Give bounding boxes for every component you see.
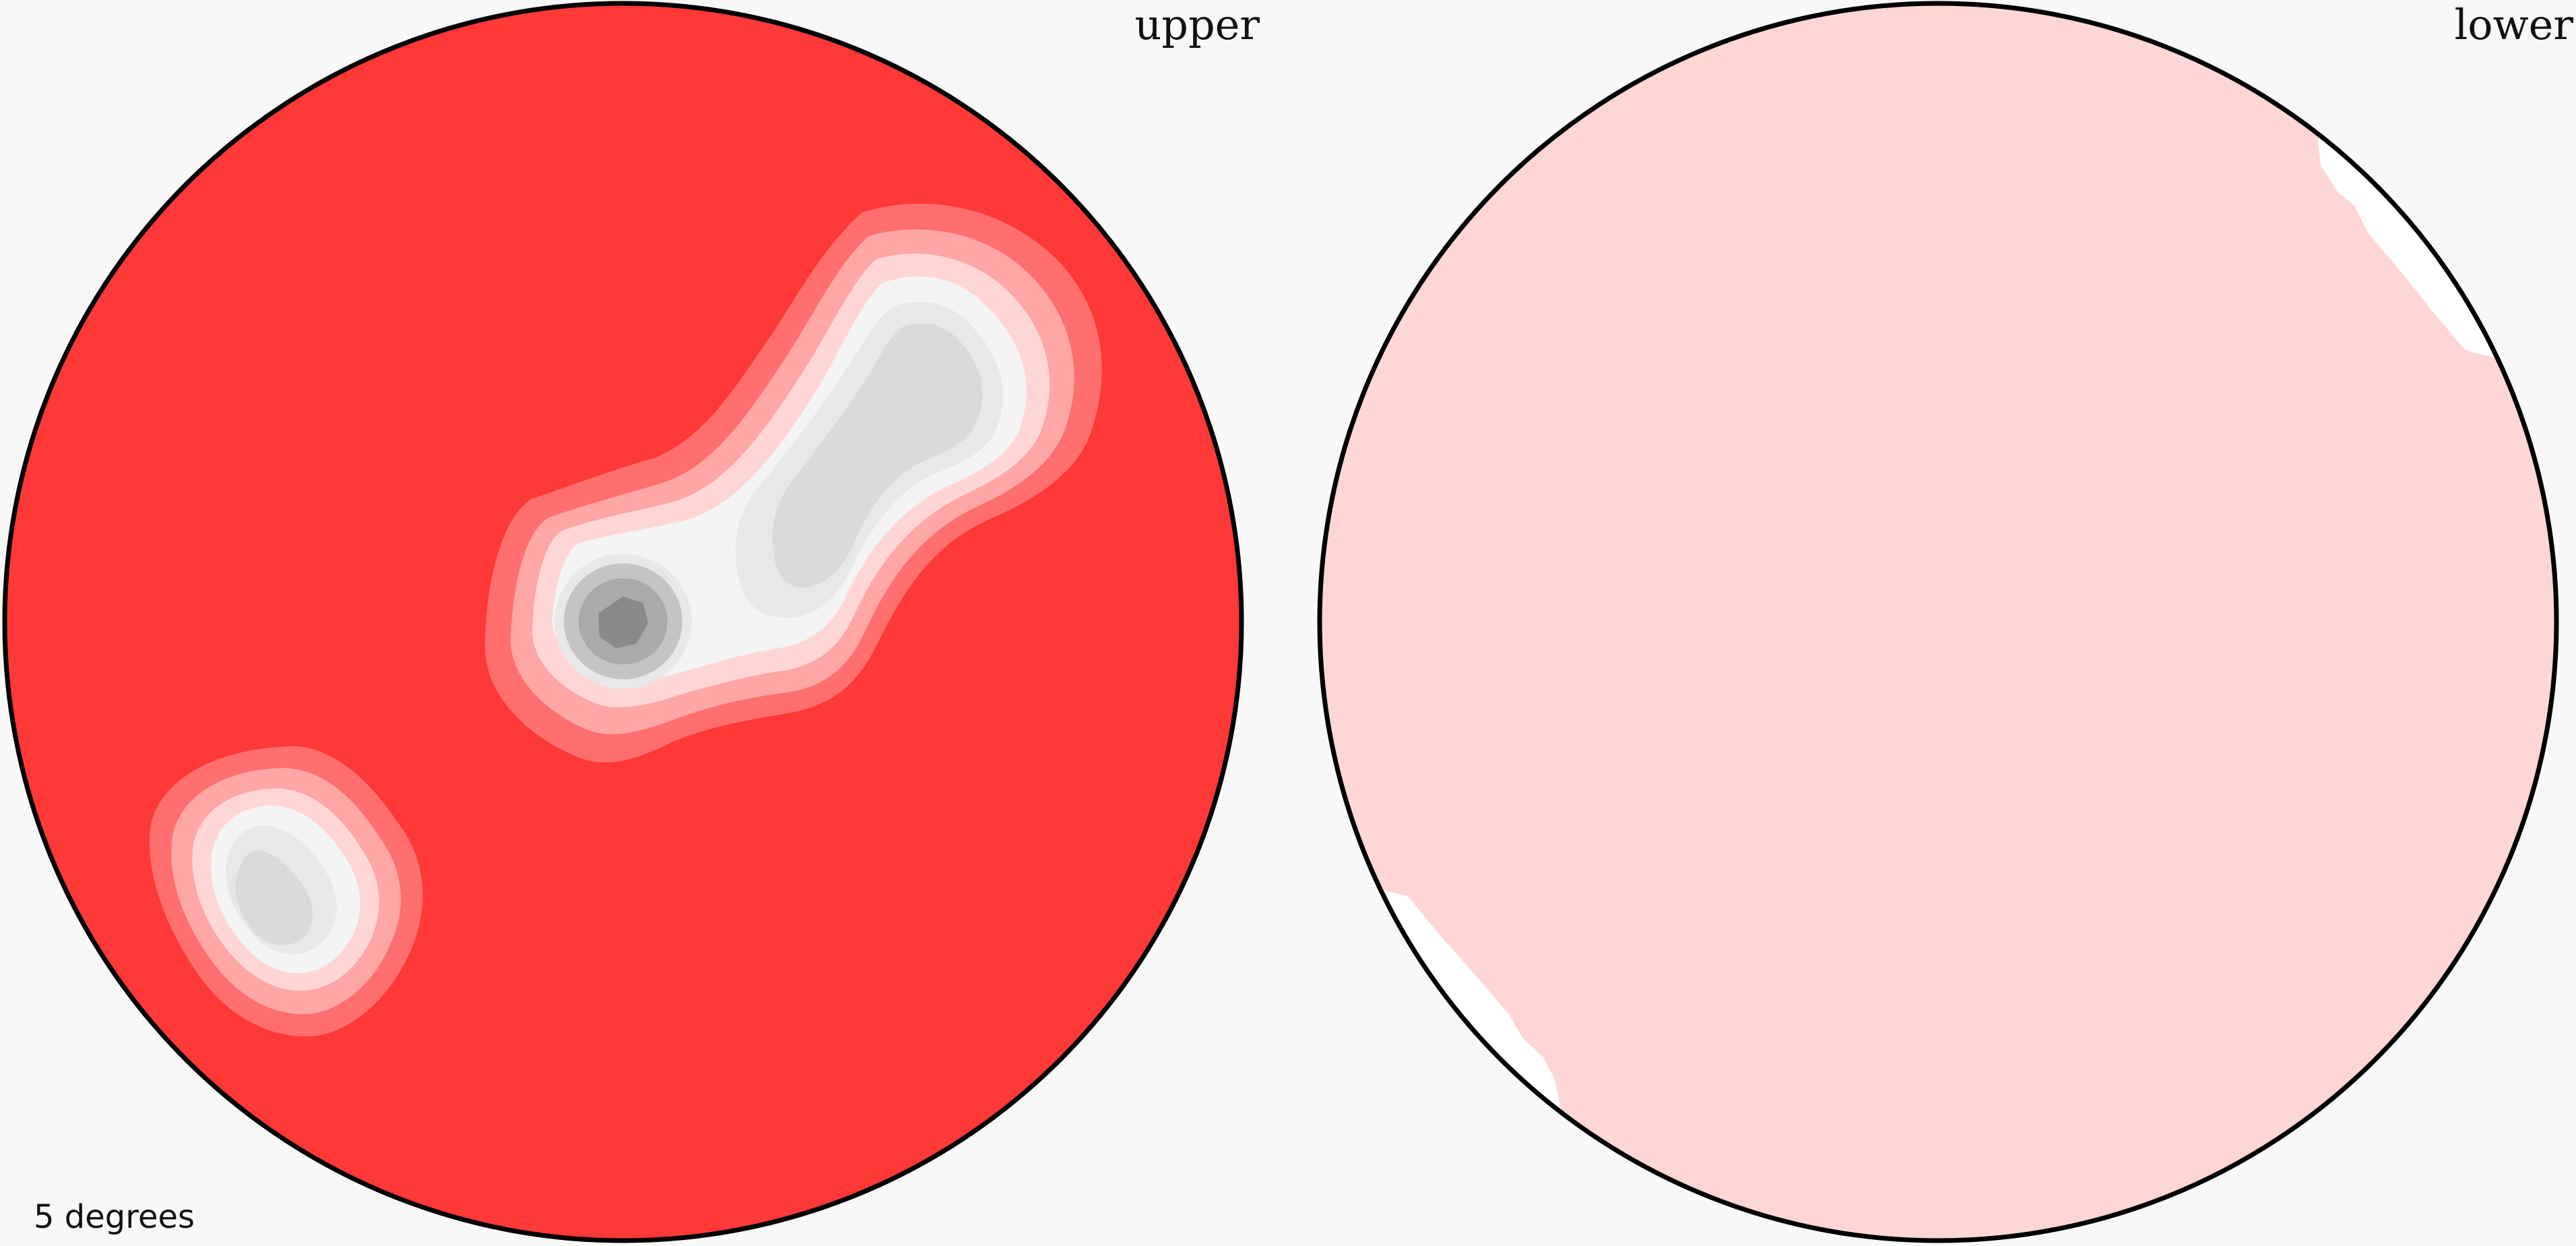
upper-hemisphere-label: upper: [1134, 0, 1260, 49]
upper-primitive-circle: [2, 1, 1244, 1243]
secondary-cluster-band-6: [235, 850, 313, 945]
lower-hemisphere-panel: lower: [1317, 0, 2573, 1243]
upper-secondary-cluster: [149, 746, 423, 1037]
lower-primitive-circle: [1317, 1, 2559, 1243]
lower-density-contours: [1320, 3, 2556, 1241]
upper-hemisphere-panel: upper: [2, 0, 1260, 1243]
upper-density-maximum: [554, 554, 692, 689]
scale-label: 5 degrees: [34, 1198, 195, 1236]
lower-hemisphere-label: lower: [2454, 0, 2573, 49]
lower-background-fill: [1320, 3, 2556, 1241]
main-cluster-band-6: [772, 323, 983, 588]
upper-density-contours: [5, 3, 1242, 1241]
maximum-core: [598, 596, 648, 648]
